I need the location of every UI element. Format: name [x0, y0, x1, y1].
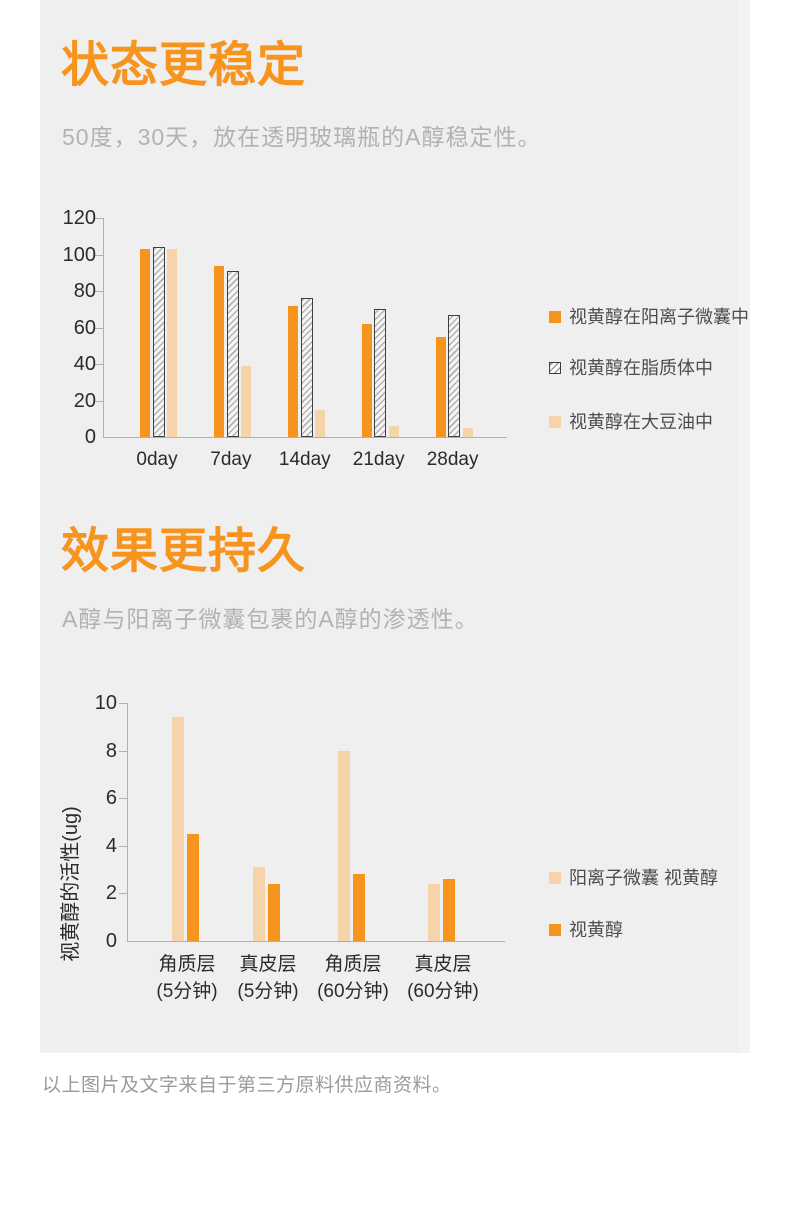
- footnote: 以上图片及文字来自于第三方原料供应商资料。: [42, 1075, 452, 1096]
- section1-subtitle: 50度，30天，放在透明玻璃瓶的A醇稳定性。: [62, 124, 542, 150]
- section2-title: 效果更持久: [61, 525, 307, 578]
- section1-title: 状态更稳定: [61, 39, 307, 92]
- section2-subtitle: A醇与阳离子微囊包裹的A醇的渗透性。: [62, 606, 479, 632]
- content-panel: [40, 0, 750, 1053]
